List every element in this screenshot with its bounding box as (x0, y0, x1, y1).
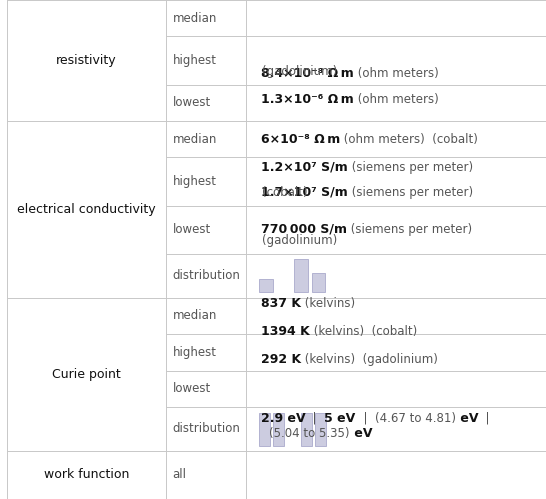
Text: 770 000 S/m: 770 000 S/m (261, 223, 347, 236)
Text: 837 K: 837 K (261, 296, 301, 309)
Bar (259, 279, 273, 292)
Text: median: median (173, 133, 217, 146)
Text: (kelvins)  (cobalt): (kelvins) (cobalt) (310, 325, 417, 338)
Text: (kelvins)  (gadolinium): (kelvins) (gadolinium) (301, 353, 438, 366)
Text: (ohm meters)  (cobalt): (ohm meters) (cobalt) (340, 133, 478, 146)
Text: lowest: lowest (173, 382, 211, 395)
Bar (315, 413, 326, 446)
Text: median: median (173, 309, 217, 322)
Text: (kelvins): (kelvins) (301, 296, 355, 309)
Text: 5 eV: 5 eV (324, 412, 355, 425)
Text: (gadolinium): (gadolinium) (262, 234, 337, 247)
Text: highest: highest (173, 175, 216, 188)
Text: electrical conductivity: electrical conductivity (17, 203, 156, 216)
Text: 292 K: 292 K (261, 353, 301, 366)
Text: distribution: distribution (173, 422, 240, 435)
Text: 6×10⁻⁸ Ω m: 6×10⁻⁸ Ω m (261, 133, 340, 146)
Text: lowest: lowest (173, 96, 211, 109)
Text: distribution: distribution (173, 269, 240, 282)
Text: work function: work function (44, 469, 129, 482)
Text: 1.7×10⁷ S/m: 1.7×10⁷ S/m (261, 186, 348, 199)
Bar (259, 413, 270, 446)
Text: 1.3×10⁻⁶ Ω m: 1.3×10⁻⁶ Ω m (261, 92, 353, 106)
Text: eV: eV (456, 412, 478, 425)
Text: (siemens per meter): (siemens per meter) (348, 186, 473, 199)
Text: (ohm meters): (ohm meters) (353, 92, 438, 106)
Bar (273, 413, 284, 446)
Text: (gadolinium): (gadolinium) (262, 64, 337, 78)
Text: 1394 K: 1394 K (261, 325, 310, 338)
Text: all: all (173, 469, 186, 482)
Text: 8.4×10⁻⁸ Ω m: 8.4×10⁻⁸ Ω m (261, 67, 353, 80)
Text: (siemens per meter): (siemens per meter) (348, 161, 473, 174)
Bar (301, 413, 312, 446)
Text: |: | (305, 412, 324, 425)
Text: lowest: lowest (173, 223, 211, 236)
Text: highest: highest (173, 346, 216, 359)
Text: |: | (478, 412, 490, 425)
Text: median: median (173, 11, 217, 25)
Text: |: | (355, 412, 375, 425)
Text: (cobalt): (cobalt) (262, 186, 307, 199)
Text: resistivity: resistivity (56, 54, 117, 67)
Text: 2.9 eV: 2.9 eV (261, 412, 305, 425)
Bar (294, 259, 308, 292)
Bar (312, 272, 325, 292)
Text: (siemens per meter): (siemens per meter) (347, 223, 472, 236)
Text: (5.04 to 5.35): (5.04 to 5.35) (269, 427, 350, 440)
Text: Curie point: Curie point (52, 368, 121, 381)
Text: eV: eV (350, 427, 372, 440)
Text: (ohm meters): (ohm meters) (353, 67, 438, 80)
Text: highest: highest (173, 54, 216, 67)
Text: (4.67 to 4.81): (4.67 to 4.81) (375, 412, 456, 425)
Text: 1.2×10⁷ S/m: 1.2×10⁷ S/m (261, 161, 348, 174)
